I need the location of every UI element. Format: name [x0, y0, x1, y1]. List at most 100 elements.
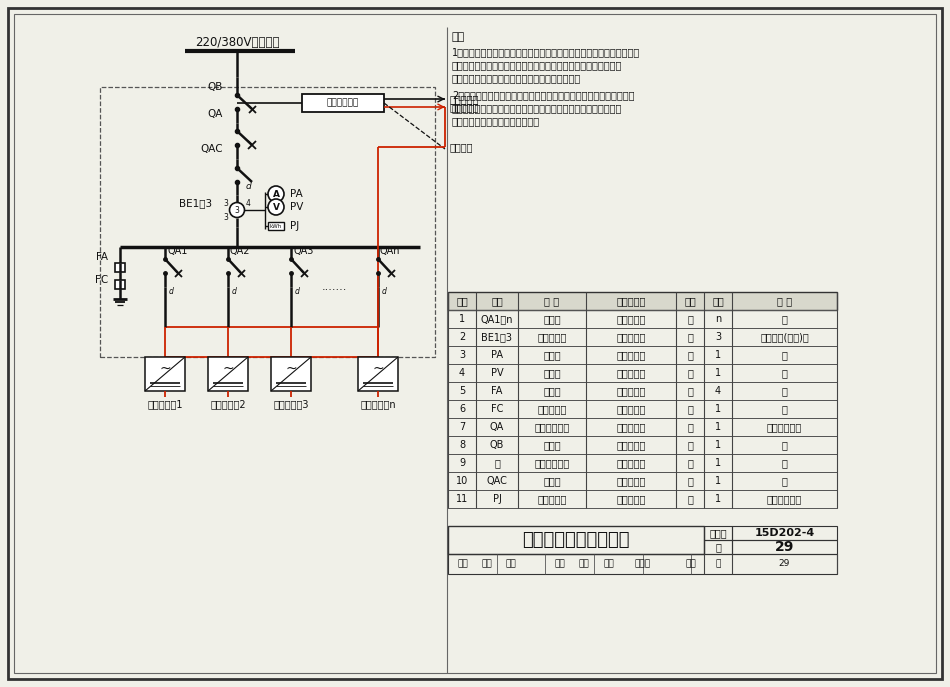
Text: PJ: PJ [492, 494, 502, 504]
Bar [448, 554, 837, 574]
Text: kWh: kWh [270, 223, 282, 229]
Text: QA: QA [208, 109, 223, 119]
Text: 审核: 审核 [457, 559, 468, 569]
Text: ~: ~ [372, 362, 384, 376]
Text: 个: 个 [687, 386, 693, 396]
Text: －: － [782, 368, 788, 378]
Bar [100, 87, 435, 357]
Text: V: V [273, 203, 279, 212]
Text: FA: FA [96, 252, 108, 262]
Text: A: A [273, 190, 279, 199]
Text: QAC: QAC [486, 476, 507, 486]
Text: 防逆流控制器: 防逆流控制器 [534, 458, 570, 468]
Text: ~: ~ [222, 362, 234, 376]
Text: PA: PA [290, 189, 303, 199]
Bar [115, 280, 125, 289]
Text: 并网逆变器1: 并网逆变器1 [147, 399, 182, 409]
Text: QA1: QA1 [167, 246, 187, 256]
Bar [704, 526, 732, 540]
Text: 个: 个 [687, 350, 693, 360]
Bar [448, 292, 837, 310]
Text: 上级电网逆向送电，系统需配置防逆流控制装置。: 上级电网逆向送电，系统需配置防逆流控制装置。 [452, 73, 581, 83]
Text: .......: ....... [321, 282, 347, 292]
Bar [448, 490, 837, 508]
Text: 型号及规格: 型号及规格 [617, 296, 646, 306]
Text: 4: 4 [245, 199, 251, 207]
Text: 个: 个 [687, 422, 693, 432]
Text: －: － [782, 458, 788, 468]
Text: 1: 1 [715, 458, 721, 468]
Text: 4: 4 [459, 368, 466, 378]
Text: 只: 只 [687, 476, 693, 486]
Text: 电流表: 电流表 [543, 350, 560, 360]
Text: FA: FA [491, 386, 503, 396]
Text: 由设计确定: 由设计确定 [617, 458, 646, 468]
Text: 注：: 注： [452, 32, 466, 42]
Text: 2: 2 [459, 332, 466, 342]
Text: QB: QB [208, 82, 223, 92]
Text: d: d [245, 181, 251, 190]
Bar [448, 436, 837, 454]
Text: 套: 套 [687, 458, 693, 468]
Text: 由设计确定: 由设计确定 [617, 386, 646, 396]
Text: 1．当并网光伏发电系统需要求为自发自用、非逆流方式时，即光伏系统: 1．当并网光伏发电系统需要求为自发自用、非逆流方式时，即光伏系统 [452, 47, 640, 57]
Bar [145, 357, 185, 391]
Text: 4: 4 [715, 386, 721, 396]
Bar [448, 418, 837, 436]
Text: FC: FC [491, 404, 504, 414]
Bar [448, 310, 837, 328]
Text: 达到光伏并网系统的防逆流功能。: 达到光伏并网系统的防逆流功能。 [452, 116, 541, 126]
Text: 1: 1 [715, 404, 721, 414]
Text: d: d [382, 286, 387, 295]
Bar [732, 540, 837, 554]
Bar [448, 364, 837, 382]
Text: QA: QA [490, 422, 504, 432]
Bar [448, 472, 837, 490]
Text: 编制: 编制 [505, 559, 517, 569]
Text: 所发电能仅供本地负载消耗，多余的电能不允许通过配电变压器向: 所发电能仅供本地负载消耗，多余的电能不允许通过配电变压器向 [452, 60, 622, 70]
Text: 由设计确定: 由设计确定 [617, 422, 646, 432]
Text: 由设计确定: 由设计确定 [617, 350, 646, 360]
Text: QAC: QAC [200, 144, 223, 154]
Text: 检测点电压: 检测点电压 [450, 94, 480, 104]
Text: －: － [782, 476, 788, 486]
Text: BE1～3: BE1～3 [482, 332, 512, 342]
Text: QB: QB [490, 440, 504, 450]
Text: 单位: 单位 [684, 296, 695, 306]
Text: 个: 个 [687, 368, 693, 378]
Text: 数量: 数量 [712, 296, 724, 306]
Text: QAn: QAn [380, 246, 401, 256]
Text: 熔断器: 熔断器 [543, 386, 560, 396]
Text: －: － [782, 386, 788, 396]
Text: 个: 个 [687, 332, 693, 342]
Bar [448, 382, 837, 400]
Text: 页: 页 [715, 559, 721, 569]
Text: 1: 1 [715, 494, 721, 504]
Text: 由设计确定: 由设计确定 [617, 368, 646, 378]
Text: 隔离器: 隔离器 [543, 440, 560, 450]
Text: －: － [782, 440, 788, 450]
Text: 校对: 校对 [555, 559, 565, 569]
Text: FC: FC [95, 275, 108, 285]
Bar [704, 540, 732, 554]
Text: 3: 3 [235, 205, 239, 214]
Text: 1: 1 [715, 422, 721, 432]
Text: 电能计量(测量)用: 电能计量(测量)用 [760, 332, 808, 342]
Text: 29: 29 [775, 540, 794, 554]
Text: BE1～3: BE1～3 [179, 198, 212, 208]
Text: d: d [168, 286, 174, 295]
Text: －: － [782, 314, 788, 324]
Text: 1: 1 [459, 314, 466, 324]
Text: 8: 8 [459, 440, 466, 450]
Text: 刘捷: 刘捷 [482, 559, 492, 569]
Text: d: d [294, 286, 299, 295]
Text: 1: 1 [715, 440, 721, 450]
Text: 15D202-4: 15D202-4 [754, 528, 814, 538]
Text: 1: 1 [715, 476, 721, 486]
Text: －: － [782, 404, 788, 414]
Text: 图审: 图审 [686, 559, 696, 569]
Circle shape [230, 203, 244, 218]
Text: －: － [494, 458, 500, 468]
Text: 电流互感器: 电流互感器 [538, 332, 567, 342]
Text: 备 注: 备 注 [777, 296, 792, 306]
